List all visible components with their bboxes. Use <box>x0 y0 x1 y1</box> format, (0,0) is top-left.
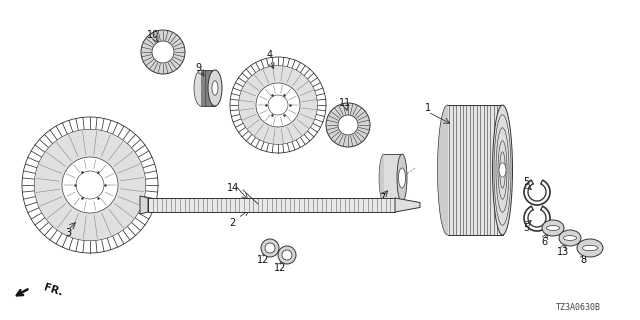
Text: 12: 12 <box>257 255 269 265</box>
Text: 3: 3 <box>65 228 71 238</box>
Text: 7: 7 <box>379 193 385 203</box>
Text: TZ3A0630B: TZ3A0630B <box>556 303 600 313</box>
Circle shape <box>22 117 158 253</box>
Ellipse shape <box>397 154 407 202</box>
Text: 5: 5 <box>523 177 529 187</box>
Ellipse shape <box>194 70 208 106</box>
Text: 9: 9 <box>195 63 201 73</box>
Text: 11: 11 <box>339 98 351 108</box>
Ellipse shape <box>582 245 598 251</box>
Circle shape <box>152 41 174 63</box>
Circle shape <box>141 30 185 74</box>
Circle shape <box>338 115 358 135</box>
Circle shape <box>256 83 300 127</box>
Ellipse shape <box>399 168 406 188</box>
Ellipse shape <box>212 81 218 95</box>
Text: 12: 12 <box>274 263 286 273</box>
Text: 13: 13 <box>557 247 569 257</box>
Ellipse shape <box>493 105 513 235</box>
Bar <box>384 154 402 202</box>
Ellipse shape <box>547 226 559 230</box>
Polygon shape <box>395 198 420 212</box>
Circle shape <box>268 95 288 115</box>
Text: 1: 1 <box>425 103 431 113</box>
Ellipse shape <box>438 105 458 235</box>
Text: 2: 2 <box>229 218 235 228</box>
Circle shape <box>62 157 118 213</box>
Bar <box>148 198 395 212</box>
Circle shape <box>282 250 292 260</box>
Text: 10: 10 <box>147 30 159 40</box>
Circle shape <box>35 129 146 241</box>
Ellipse shape <box>577 239 603 257</box>
Polygon shape <box>140 196 148 214</box>
Text: 6: 6 <box>541 237 547 247</box>
Text: 5: 5 <box>523 223 529 233</box>
Circle shape <box>239 66 317 144</box>
Circle shape <box>261 239 279 257</box>
Text: 8: 8 <box>580 255 586 265</box>
Circle shape <box>265 243 275 253</box>
Ellipse shape <box>499 163 506 177</box>
Ellipse shape <box>379 154 389 202</box>
Circle shape <box>326 103 370 147</box>
Text: 4: 4 <box>267 50 273 60</box>
Circle shape <box>76 171 104 199</box>
Bar <box>201 70 215 106</box>
Circle shape <box>230 57 326 153</box>
Text: 14: 14 <box>227 183 239 193</box>
Bar <box>447 105 502 235</box>
Ellipse shape <box>563 236 577 240</box>
Ellipse shape <box>542 220 564 236</box>
Circle shape <box>278 246 296 264</box>
Text: FR.: FR. <box>42 282 63 298</box>
Ellipse shape <box>208 70 222 106</box>
Ellipse shape <box>559 230 581 246</box>
